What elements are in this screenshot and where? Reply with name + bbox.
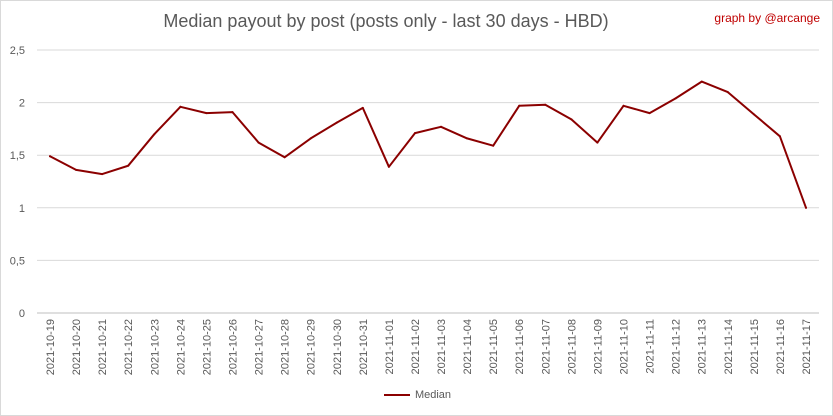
x-tick-label: 2021-10-22 [123,319,135,375]
data-point [414,132,416,135]
x-tick-label: 2021-11-17 [801,319,813,374]
data-point [440,125,442,128]
data-point [778,135,781,138]
data-point [49,155,51,158]
y-tick-label: 1,5 [10,150,25,162]
y-tick-label: 0,5 [10,255,25,267]
data-point [544,103,547,106]
series-layer [49,80,807,209]
x-tick-label: 2021-10-25 [201,319,213,375]
x-tick-label: 2021-11-10 [619,319,631,374]
data-point [205,112,208,115]
data-point [283,156,286,159]
x-tick-label: 2021-10-31 [358,319,370,375]
x-tick-label: 2021-10-30 [332,319,344,375]
data-point [518,104,521,107]
data-point [466,137,469,140]
x-tick-label: 2021-11-06 [514,319,526,374]
series-line-median [49,80,807,209]
x-tick-labels: 2021-10-19 2021-10-20 2021-10-21 2021-10-22… [45,319,813,375]
x-tick-label: 2021-10-29 [306,319,318,375]
x-tick-label: 2021-11-07 [540,319,552,374]
legend: Median [1,389,832,401]
x-tick-label: 2021-11-01 [384,319,396,374]
x-tick-label: 2021-10-23 [149,319,161,375]
x-tick-label: 2021-10-26 [228,319,240,375]
x-tick-label: 2021-11-14 [723,319,735,374]
data-point [726,91,729,94]
data-point [492,144,495,147]
data-point [335,121,338,124]
data-point [179,105,182,108]
data-point [805,206,807,209]
data-point [674,97,677,100]
x-tick-label: 2021-11-12 [671,319,683,374]
y-tick-label: 2 [19,98,25,110]
chart-title: Median payout by post (posts only - last… [163,11,609,31]
x-tick-label: 2021-11-02 [410,319,422,374]
data-point [752,113,755,116]
data-point [231,111,234,114]
x-tick-label: 2021-10-21 [97,319,109,375]
legend-swatch-median [383,394,410,396]
x-tick-label: 2021-11-11 [645,319,657,374]
data-point [570,118,573,121]
x-tick-label: 2021-11-16 [775,319,787,374]
x-tick-label: 2021-11-04 [462,319,474,374]
x-tick-label: 2021-11-15 [749,319,761,374]
data-point [257,141,260,144]
legend-label-median: Median [414,389,452,401]
gridlines [37,49,819,314]
data-point [700,80,703,83]
data-point [622,104,625,107]
x-tick-label: 2021-10-24 [175,319,187,375]
data-point [648,112,651,115]
x-tick-label: 2021-11-13 [697,319,709,374]
y-tick-label: 2,5 [10,45,25,57]
x-tick-label: 2021-11-08 [566,319,578,374]
data-point [387,165,390,168]
data-point [596,141,599,144]
data-point [75,168,78,171]
data-point [153,133,156,136]
x-tick-label: 2021-10-19 [45,319,57,375]
data-point [127,164,130,167]
data-point [101,173,104,176]
x-tick-label: 2021-11-05 [488,319,500,374]
x-tick-label: 2021-11-03 [436,319,448,374]
x-tick-label: 2021-10-28 [280,319,292,375]
x-tick-label: 2021-11-09 [592,319,604,374]
y-tick-label: 1 [19,203,25,215]
y-tick-labels: 0 0,5 1 1,5 2 2,5 [10,45,25,320]
data-point [309,137,312,140]
data-point [361,106,364,109]
x-tick-label: 2021-10-20 [71,319,83,375]
x-tick-label: 2021-10-27 [254,319,266,375]
chart-credit: graph by @arcange [714,11,820,25]
y-tick-label: 0 [19,308,25,320]
